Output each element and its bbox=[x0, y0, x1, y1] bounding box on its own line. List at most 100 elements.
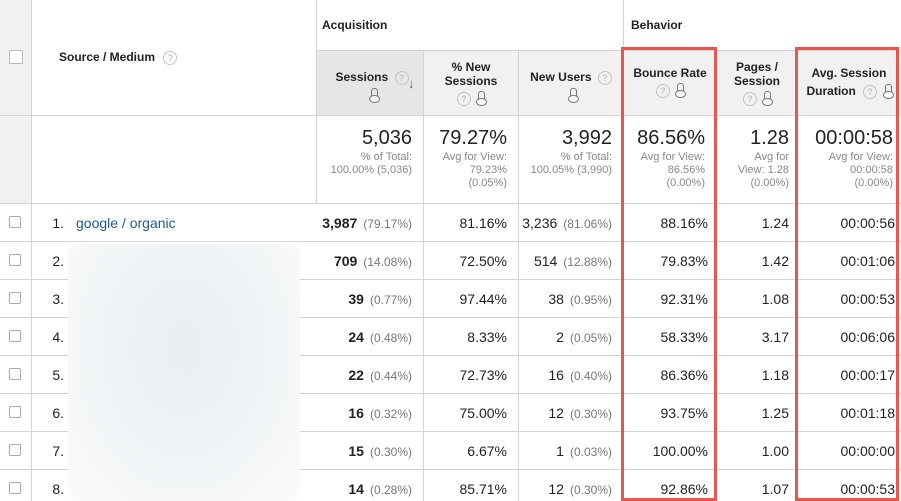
help-icon[interactable]: ? bbox=[456, 91, 471, 106]
thermometer-icon[interactable] bbox=[675, 83, 687, 99]
new-users-percent: (12.88%) bbox=[563, 255, 612, 269]
new-users-value: 2 bbox=[556, 329, 564, 345]
sessions-percent: (0.28%) bbox=[369, 483, 412, 497]
row-checkbox[interactable] bbox=[9, 254, 21, 266]
new-users-column-header[interactable]: New Users ? bbox=[520, 70, 622, 104]
summary-new-sessions-value: 79.27% bbox=[439, 127, 507, 149]
select-all-checkbox[interactable] bbox=[9, 50, 23, 64]
sessions-value: 14 bbox=[348, 481, 364, 497]
new-sessions-column-header[interactable]: % New Sessions ? bbox=[425, 60, 517, 107]
summary-label: Avg for View: bbox=[640, 151, 705, 163]
help-icon[interactable]: ? bbox=[394, 70, 409, 85]
summary-label: (0.05%) bbox=[468, 177, 507, 189]
row-number: 6. bbox=[52, 405, 64, 421]
summary-sessions-value: 5,036 bbox=[361, 127, 412, 149]
new-sessions-cell: 81.16% bbox=[459, 215, 507, 231]
new-users-cell: 12 (0.30%) bbox=[548, 405, 612, 421]
summary-pages-value: 1.28 bbox=[750, 127, 789, 149]
help-icon[interactable]: ? bbox=[655, 83, 670, 98]
thermometer-icon[interactable] bbox=[368, 88, 380, 104]
summary-label: 86.56% bbox=[667, 164, 705, 176]
bounce-rate-cell: 93.75% bbox=[660, 405, 708, 421]
new-users-percent: (0.40%) bbox=[569, 369, 612, 383]
new-users-percent: (0.30%) bbox=[569, 407, 612, 421]
bounce-rate-cell: 88.16% bbox=[660, 215, 708, 231]
new-users-percent: (0.30%) bbox=[569, 483, 612, 497]
summary-sessions-subtext: % of Total: 100.00% (5,036) bbox=[331, 151, 412, 177]
sessions-value: 3,987 bbox=[322, 215, 358, 231]
pages-per-session-cell: 1.24 bbox=[761, 215, 789, 231]
new-users-value: 514 bbox=[533, 253, 558, 269]
new-users-cell: 2 (0.05%) bbox=[556, 329, 612, 345]
new-users-cell: 12 (0.30%) bbox=[548, 481, 612, 497]
help-icon[interactable]: ? bbox=[597, 70, 612, 85]
summary-label: 100.00% (5,036) bbox=[330, 164, 412, 176]
thermometer-icon[interactable] bbox=[882, 84, 894, 100]
sessions-header-label: Sessions bbox=[335, 70, 389, 84]
help-icon[interactable]: ? bbox=[163, 50, 178, 65]
summary-new-users-subtext: % of Total: 100.05% (3,990) bbox=[531, 151, 612, 177]
grid-line bbox=[0, 241, 901, 242]
summary-label: 00:00:58 bbox=[850, 164, 893, 176]
new-sessions-cell: 97.44% bbox=[459, 291, 507, 307]
grid-line bbox=[31, 0, 32, 501]
grid-line bbox=[0, 317, 901, 318]
sessions-column-header[interactable]: Sessions ? bbox=[322, 70, 422, 104]
avg-duration-cell: 00:00:17 bbox=[840, 367, 896, 383]
new-sessions-header-line1: % New bbox=[451, 60, 491, 74]
new-users-header-label: New Users bbox=[530, 70, 592, 84]
new-users-cell: 38 (0.95%) bbox=[548, 291, 612, 307]
sessions-percent: (14.08%) bbox=[363, 255, 412, 269]
grid-line bbox=[518, 50, 519, 501]
row-checkbox[interactable] bbox=[9, 330, 21, 342]
bounce-rate-column-header[interactable]: Bounce Rate ? bbox=[625, 66, 715, 99]
avg-duration-cell: 00:00:53 bbox=[840, 481, 896, 497]
grid-line bbox=[316, 50, 901, 51]
row-checkbox[interactable] bbox=[9, 292, 21, 304]
summary-pages-subtext: Avg for View: 1.28 (0.00%) bbox=[738, 151, 789, 190]
avg-session-duration-column-header[interactable]: Avg. Session Duration ? bbox=[799, 66, 899, 100]
grid-line bbox=[0, 431, 901, 432]
summary-new-users-value: 3,992 bbox=[561, 127, 612, 149]
bounce-rate-cell: 100.00% bbox=[652, 443, 708, 459]
row-number: 7. bbox=[52, 443, 64, 459]
sessions-cell: 3,987 (79.17%) bbox=[322, 215, 412, 231]
bounce-rate-cell: 79.83% bbox=[660, 253, 708, 269]
source-medium-link[interactable]: google / organic bbox=[76, 215, 176, 231]
acquisition-group-header: Acquisition bbox=[322, 18, 388, 32]
thermometer-icon[interactable] bbox=[567, 88, 579, 104]
grid-line bbox=[0, 469, 901, 470]
row-checkbox[interactable] bbox=[9, 444, 21, 456]
help-icon[interactable]: ? bbox=[863, 84, 878, 99]
pages-per-session-cell: 1.08 bbox=[761, 291, 789, 307]
row-checkbox[interactable] bbox=[9, 368, 21, 380]
source-medium-header[interactable]: Source / Medium ? bbox=[59, 50, 178, 65]
bounce-rate-cell: 58.33% bbox=[660, 329, 708, 345]
summary-label: 100.05% (3,990) bbox=[530, 164, 612, 176]
pages-per-session-column-header[interactable]: Pages / Session ? bbox=[718, 60, 796, 107]
sessions-cell: 16 (0.32%) bbox=[348, 405, 412, 421]
new-sessions-cell: 75.00% bbox=[459, 405, 507, 421]
thermometer-icon[interactable] bbox=[476, 91, 488, 107]
new-users-percent: (0.95%) bbox=[569, 293, 612, 307]
sessions-percent: (0.30%) bbox=[369, 445, 412, 459]
row-checkbox[interactable] bbox=[9, 406, 21, 418]
new-users-value: 38 bbox=[548, 291, 564, 307]
redacted-source-names bbox=[68, 244, 300, 501]
sessions-percent: (0.32%) bbox=[369, 407, 412, 421]
sessions-percent: (0.48%) bbox=[369, 331, 412, 345]
summary-label: (0.00%) bbox=[854, 177, 893, 189]
new-users-value: 3,236 bbox=[522, 215, 558, 231]
avg-duration-header-line2: Duration bbox=[806, 84, 856, 98]
sessions-value: 24 bbox=[348, 329, 364, 345]
pages-per-session-cell: 1.25 bbox=[761, 405, 789, 421]
pages-per-session-cell: 1.18 bbox=[761, 367, 789, 383]
sort-descending-icon[interactable]: ↓ bbox=[408, 76, 415, 91]
row-checkbox[interactable] bbox=[9, 482, 21, 494]
new-sessions-header-line2: Sessions bbox=[444, 74, 498, 88]
help-icon[interactable]: ? bbox=[742, 91, 757, 106]
row-checkbox[interactable] bbox=[9, 216, 21, 228]
thermometer-icon[interactable] bbox=[762, 91, 774, 107]
avg-duration-cell: 00:01:06 bbox=[840, 253, 896, 269]
avg-duration-cell: 00:00:00 bbox=[840, 443, 896, 459]
